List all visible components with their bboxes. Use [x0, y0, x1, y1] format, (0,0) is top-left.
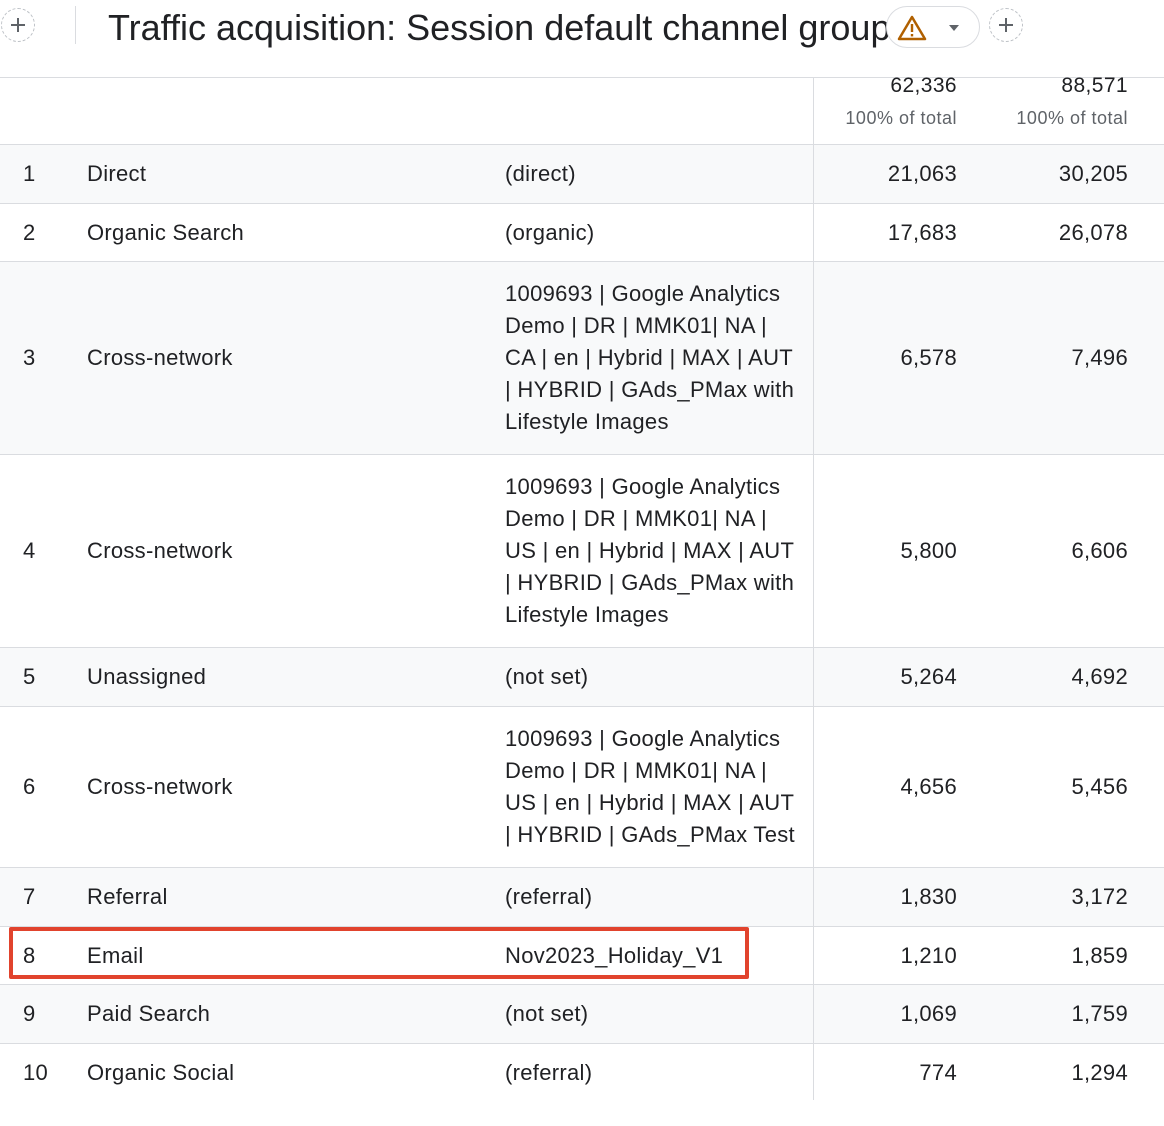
row-rank: 9 — [23, 1001, 36, 1026]
header-divider — [75, 6, 76, 44]
metric1-cell: 1,069 — [900, 1001, 957, 1026]
metric1-cell: 5,800 — [900, 538, 957, 563]
row-rank: 1 — [23, 161, 36, 186]
metric2-cell: 6,606 — [1071, 538, 1128, 563]
row-rank: 3 — [23, 345, 36, 370]
table-row[interactable]: 8 Email Nov2023_Holiday_V1 1,210 1,859 — [0, 927, 1164, 985]
campaign-cell: (direct) — [505, 161, 576, 186]
column-divider — [813, 78, 814, 1100]
campaign-cell: (not set) — [505, 664, 589, 689]
table-row[interactable]: 3 Cross-network 1009693 | Google Analytics… — [0, 262, 1164, 455]
add-report-button[interactable] — [989, 8, 1023, 42]
table-row[interactable]: 6 Cross-network 1009693 | Google Analytics… — [0, 707, 1164, 868]
row-rank: 7 — [23, 884, 36, 909]
channel-group-cell: Organic Social — [87, 1059, 235, 1085]
warning-dropdown-button[interactable] — [886, 6, 980, 48]
warning-icon — [897, 15, 927, 41]
add-comparison-button[interactable] — [1, 8, 35, 42]
metric2-cell: 7,496 — [1071, 345, 1128, 370]
row-rank: 8 — [23, 942, 36, 968]
metric2-cell: 4,692 — [1071, 664, 1128, 689]
metric1-cell: 4,656 — [900, 774, 957, 799]
campaign-cell: 1009693 | Google Analytics Demo | DR | M… — [505, 281, 795, 434]
metric1-cell: 1,210 — [900, 942, 957, 968]
campaign-cell: (referral) — [505, 884, 593, 909]
highlight-box — [9, 927, 749, 979]
channel-group-cell: Cross-network — [87, 345, 233, 370]
channel-group-cell: Organic Search — [87, 219, 245, 245]
row-rank: 10 — [23, 1059, 49, 1085]
channel-group-cell: Cross-network — [87, 774, 233, 799]
table-row[interactable]: 1 Direct (direct) 21,063 30,205 — [0, 145, 1164, 204]
chevron-down-icon — [949, 25, 959, 31]
row-rank: 4 — [23, 538, 36, 563]
metric2-cell: 3,172 — [1071, 884, 1128, 909]
campaign-cell: (not set) — [505, 1001, 589, 1026]
campaign-cell: 1009693 | Google Analytics Demo | DR | M… — [505, 726, 795, 847]
channel-group-cell: Unassigned — [87, 664, 207, 689]
metric1-cell: 6,578 — [900, 345, 957, 370]
campaign-cell: 1009693 | Google Analytics Demo | DR | M… — [505, 474, 795, 627]
metric1-cell: 1,830 — [900, 884, 957, 909]
metric1-cell: 17,683 — [887, 219, 957, 245]
metric2-cell: 5,456 — [1071, 774, 1128, 799]
row-rank: 5 — [23, 664, 36, 689]
metric2-cell: 1,294 — [1071, 1059, 1128, 1085]
channel-group-cell: Cross-network — [87, 538, 233, 563]
total-metric2-percent: 100% of total — [1016, 108, 1128, 128]
page-title: Traffic acquisition: Session default cha… — [108, 7, 891, 48]
table-row[interactable]: 4 Cross-network 1009693 | Google Analytics… — [0, 455, 1164, 648]
table-row[interactable]: 7 Referral (referral) 1,830 3,172 — [0, 868, 1164, 927]
table-row[interactable]: 5 Unassigned (not set) 5,264 4,692 — [0, 648, 1164, 707]
channel-group-cell: Referral — [87, 884, 168, 909]
row-rank: 2 — [23, 219, 36, 245]
metric2-cell: 1,759 — [1071, 1001, 1128, 1026]
row-rank: 6 — [23, 774, 36, 799]
campaign-cell: (organic) — [505, 219, 595, 245]
total-metric2-value: 88,571 — [1061, 74, 1128, 97]
plus-icon — [11, 18, 25, 32]
channel-group-cell: Email — [87, 942, 144, 968]
table-row[interactable]: 10 Organic Social (referral) 774 1,294 — [0, 1044, 1164, 1101]
totals-row: 62,336 100% of total 88,571 100% of tota… — [0, 74, 1164, 145]
metric2-cell: 26,078 — [1058, 219, 1128, 245]
report-header: Traffic acquisition: Session default cha… — [0, 0, 1164, 78]
total-metric1-percent: 100% of total — [845, 108, 957, 128]
table-row[interactable]: 2 Organic Search (organic) 17,683 26,078 — [0, 204, 1164, 262]
metric2-cell: 30,205 — [1058, 161, 1128, 186]
campaign-cell: (referral) — [505, 1059, 593, 1085]
channel-group-cell: Paid Search — [87, 1001, 211, 1026]
metric1-cell: 5,264 — [900, 664, 957, 689]
metric1-cell: 774 — [919, 1059, 957, 1085]
metric1-cell: 21,063 — [887, 161, 957, 186]
channel-group-cell: Direct — [87, 161, 147, 186]
metric2-cell: 1,859 — [1071, 942, 1128, 968]
campaign-cell: Nov2023_Holiday_V1 — [505, 942, 724, 968]
total-metric1-value: 62,336 — [890, 74, 957, 97]
table-row[interactable]: 9 Paid Search (not set) 1,069 1,759 — [0, 985, 1164, 1044]
plus-icon — [999, 18, 1013, 32]
